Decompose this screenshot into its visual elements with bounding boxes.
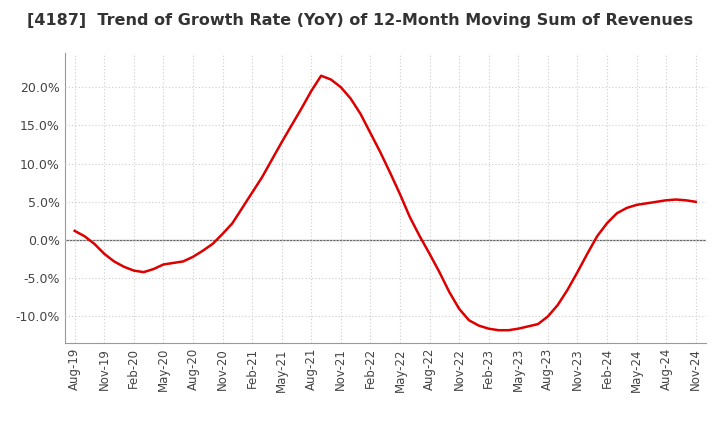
Text: [4187]  Trend of Growth Rate (YoY) of 12-Month Moving Sum of Revenues: [4187] Trend of Growth Rate (YoY) of 12-…	[27, 13, 693, 28]
